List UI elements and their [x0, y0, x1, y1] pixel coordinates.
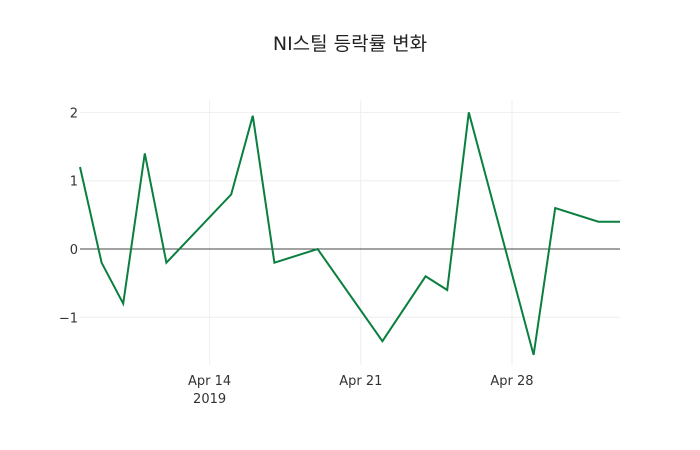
y-tick-label: 2: [70, 106, 78, 121]
series-line-등락률[interactable]: [79, 112, 620, 356]
y-axis-ticks: 2 1 0 −1: [59, 106, 78, 326]
chart-title: NI스틸 등락률 변화: [272, 33, 428, 55]
x-tick-label: Apr 21: [339, 374, 382, 389]
x-tick-label: Apr 28: [490, 374, 533, 389]
x-tick-label: Apr 14: [188, 374, 231, 389]
x-axis-ticks: Apr 14 2019 Apr 21 Apr 28: [188, 374, 534, 407]
gridlines: [80, 100, 620, 365]
y-tick-label: −1: [59, 311, 78, 326]
x-tick-year-label: 2019: [193, 392, 226, 407]
y-tick-label: 1: [70, 175, 78, 190]
y-tick-label: 0: [70, 243, 78, 258]
